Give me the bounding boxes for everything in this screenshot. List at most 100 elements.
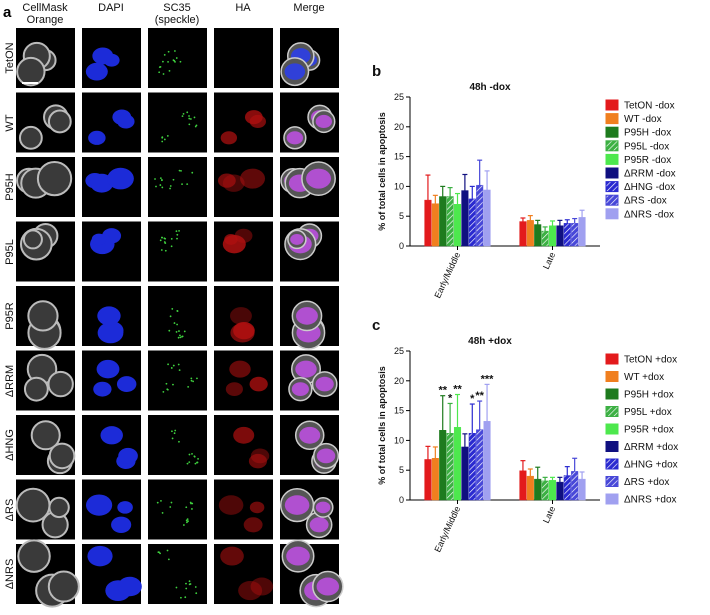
speckle: [172, 364, 175, 367]
speckle: [186, 183, 189, 186]
legend-swatch: [605, 208, 619, 220]
speckle: [178, 330, 180, 332]
image-bg: [148, 92, 207, 153]
y-tick-label: 5: [399, 465, 404, 475]
cell: [47, 109, 72, 134]
bar: [541, 480, 549, 501]
nucleus: [284, 63, 306, 80]
nucleus: [116, 376, 137, 392]
speckle: [182, 524, 185, 526]
speckle: [188, 580, 191, 583]
speckle: [159, 65, 162, 68]
image-bg: [214, 28, 273, 88]
nucleus: [97, 306, 121, 326]
speckle: [166, 135, 169, 137]
ha-signal: [248, 453, 267, 469]
legend-swatch: [605, 167, 619, 179]
bar: [476, 184, 484, 247]
ha-signal: [249, 114, 266, 128]
legend-label: ΔRS -dox: [624, 196, 667, 207]
bar: [556, 225, 564, 247]
cell: [48, 442, 76, 470]
speckle: [174, 429, 177, 432]
y-tick-label: 10: [394, 181, 404, 191]
bar: [431, 203, 439, 247]
speckle: [191, 508, 193, 510]
speckle: [175, 57, 178, 59]
micrograph: [214, 350, 273, 411]
speckle: [187, 385, 190, 388]
micrograph: [214, 415, 273, 475]
bar: [526, 475, 534, 501]
speckle: [159, 177, 162, 180]
micrograph: [214, 479, 273, 540]
speckle: [176, 237, 178, 240]
bar: [519, 470, 527, 501]
panel-label: a: [3, 4, 12, 21]
bar: [571, 223, 579, 247]
speckle: [181, 183, 183, 186]
bar: [541, 230, 549, 247]
bar: [439, 430, 447, 501]
micrograph: [16, 92, 75, 153]
legend-swatch: [605, 126, 619, 138]
nucleus: [85, 494, 113, 516]
speckle: [173, 322, 176, 324]
nucleus: [117, 576, 142, 597]
ha-signal: [222, 174, 245, 192]
speckle: [161, 186, 164, 189]
image-bg: [148, 415, 207, 475]
micrograph: [16, 539, 80, 608]
speckle: [186, 518, 189, 521]
micrograph: [82, 92, 141, 153]
row-label: ΔNRS: [4, 558, 16, 590]
micrograph: [16, 350, 75, 411]
row-label: WT: [4, 113, 16, 132]
micrograph: [148, 544, 207, 604]
speckle: [185, 506, 188, 509]
legend-label: ΔRS +dox: [624, 477, 669, 488]
speckle: [175, 230, 178, 233]
micrograph: [82, 479, 141, 540]
micrograph: [148, 479, 207, 540]
nucleus: [309, 517, 329, 533]
bar: [424, 199, 432, 247]
nucleus: [91, 233, 107, 246]
legend-label: P95L -dox: [624, 141, 669, 152]
micrograph: [82, 221, 141, 282]
nucleus: [286, 131, 304, 145]
x-tick-label: Late: [541, 251, 557, 271]
speckle: [185, 582, 187, 585]
micrograph: [15, 479, 75, 540]
image-bg: [214, 157, 273, 217]
micrograph: [279, 479, 339, 540]
panel-label: c: [372, 317, 380, 334]
speckle: [178, 369, 181, 371]
y-axis-label: % of total cells in apoptosis: [377, 112, 387, 231]
speckle: [160, 500, 162, 502]
micrograph: [16, 415, 76, 475]
speckle: [177, 363, 180, 366]
speckle: [186, 462, 189, 465]
legend-label: ΔHNG +dox: [624, 460, 678, 471]
micrograph: [148, 415, 207, 475]
micrograph: [82, 28, 141, 88]
speckle: [185, 587, 188, 590]
speckle: [191, 502, 194, 505]
row-label: TetON: [4, 42, 16, 74]
row-label: P95H: [4, 173, 16, 201]
speckle: [184, 596, 187, 599]
speckle: [172, 178, 175, 181]
nucleus: [111, 516, 132, 533]
bar: [461, 446, 469, 501]
legend-swatch: [605, 423, 619, 435]
cell: [22, 229, 43, 250]
speckle: [167, 558, 170, 561]
bar: [446, 196, 454, 247]
speckle: [162, 73, 165, 75]
micrograph: [16, 157, 75, 217]
bar: [453, 427, 462, 501]
legend-label: ΔRRM -dox: [624, 169, 676, 180]
legend-label: ΔHNG -dox: [624, 182, 675, 193]
micrograph: [214, 286, 273, 346]
